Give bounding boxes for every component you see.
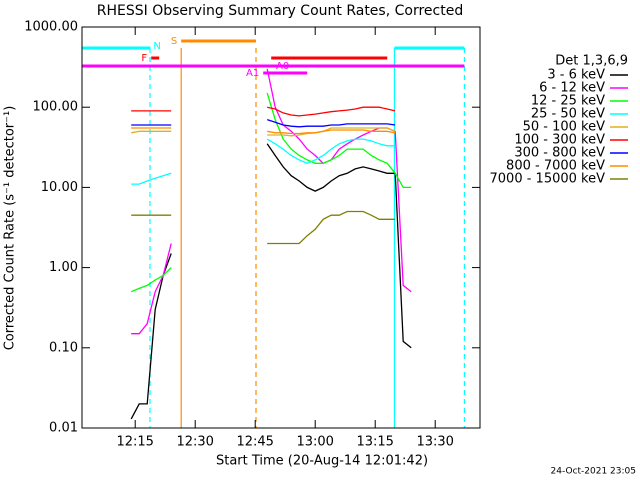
x-tick-label: 12:45 [236, 435, 273, 450]
legend-label: 12 - 25 keV [531, 94, 605, 109]
x-tick-label: 13:15 [356, 435, 393, 450]
y-tick-label: 1000.00 [24, 20, 78, 35]
series-line [130, 92, 412, 293]
x-tick-label: 12:15 [116, 435, 153, 450]
flag-label: S [171, 36, 177, 47]
legend-label: 25 - 50 keV [531, 107, 605, 122]
legend-label: 7000 - 15000 keV [490, 172, 606, 187]
plot-frame [81, 26, 481, 429]
legend-label: 300 - 800 keV [514, 146, 605, 161]
y-tick-label: 0.10 [49, 340, 78, 355]
flag-label: N [153, 41, 160, 52]
x-axis-label: Start Time (20-Aug-14 12:01:42) [216, 454, 428, 469]
x-tick-label: 13:00 [296, 435, 333, 450]
legend-label: 50 - 100 keV [523, 120, 606, 135]
x-tick-label: 13:30 [416, 435, 453, 450]
y-tick-label: 100.00 [33, 100, 79, 115]
flag-label: A0 [276, 61, 289, 72]
y-tick-label: 1.00 [49, 260, 78, 275]
y-tick-label: 10.00 [41, 180, 78, 195]
series-line [131, 106, 396, 117]
chart-title: RHESSI Observing Summary Count Rates, Co… [97, 3, 463, 19]
y-tick-label: 0.01 [49, 421, 78, 436]
legend-label: 800 - 7000 keV [506, 159, 605, 174]
series-line [131, 138, 396, 185]
flag-label: F [141, 53, 147, 64]
legend-label: 3 - 6 keV [547, 68, 605, 83]
series-line [131, 127, 396, 137]
footer: 24-Oct-2021 23:05 [551, 467, 636, 477]
legend-label: 100 - 300 keV [514, 133, 605, 148]
legend-title: Det 1,3,6,9 [555, 54, 628, 69]
series-line [131, 210, 396, 245]
x-tick-label: 12:30 [176, 435, 213, 450]
series-line [131, 127, 396, 135]
legend-label: 6 - 12 keV [539, 81, 605, 96]
series-line [131, 118, 396, 128]
y-axis-label: Corrected Count Rate (s⁻¹ detector⁻¹) [3, 106, 18, 351]
flag-label: A1 [246, 68, 259, 79]
